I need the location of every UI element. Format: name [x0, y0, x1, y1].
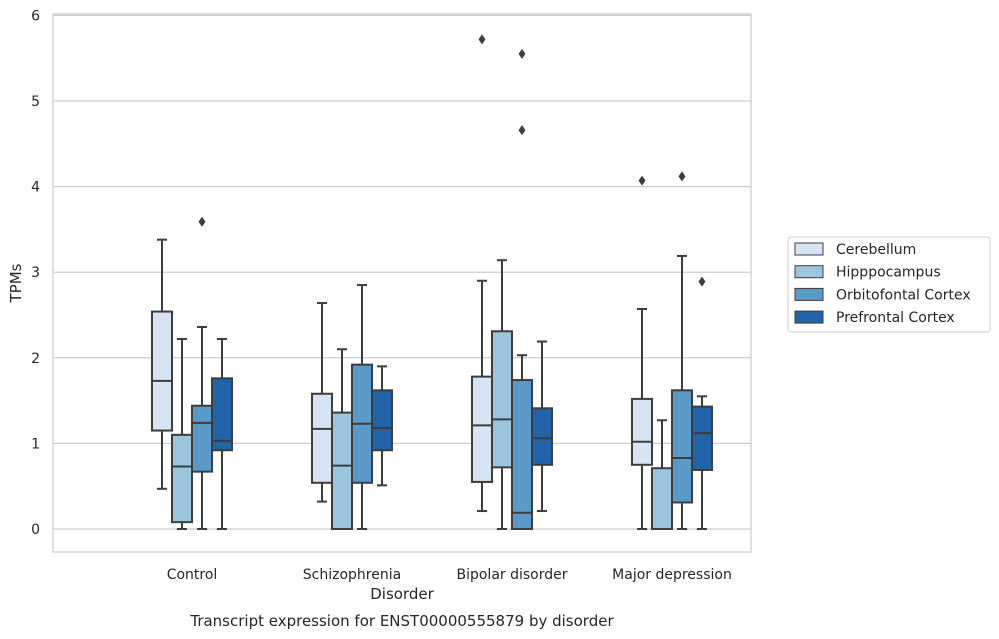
y-tick-label-2: 2: [31, 351, 40, 367]
box-body: [491, 330, 513, 469]
box-body: [651, 467, 673, 530]
box-body: [151, 310, 173, 432]
box-3-0: [211, 337, 233, 530]
box-3-2: [531, 340, 553, 513]
legend-label-2: Orbitofontal Cortex: [836, 287, 971, 303]
box-0-1: [311, 302, 333, 503]
box-body: [691, 405, 713, 471]
y-tick-label-0: 0: [31, 522, 40, 538]
x-tick-label-1: Schizophrenia: [303, 567, 401, 583]
box-body: [631, 397, 653, 466]
box-2-2: [511, 48, 533, 530]
box-body: [511, 379, 533, 530]
y-tick-label-1: 1: [31, 436, 40, 452]
box-body: [311, 392, 333, 484]
legend-label-0: Cerebellum: [836, 242, 916, 258]
box-2-3: [671, 171, 693, 530]
chart-caption: Transcript expression for ENST0000055587…: [189, 612, 614, 630]
box-body: [191, 404, 213, 473]
legend: Cerebellum Hipppocampus Orbitofontal Corte…: [787, 236, 991, 333]
legend-swatch-0: [794, 242, 824, 256]
x-tick-label-0: Control: [167, 567, 218, 583]
plot-frame: [52, 13, 752, 553]
box-body: [171, 433, 193, 524]
box-body: [331, 411, 353, 531]
outlier-marker-0: [518, 125, 526, 136]
y-tick-labels: 0 1 2 3 4 5 6: [31, 8, 40, 538]
outlier-marker-0: [678, 171, 686, 182]
x-tick-labels: Control Schizophrenia Bipolar disorder Majo…: [167, 567, 732, 583]
y-axis-label: TPMs: [7, 263, 25, 303]
legend-label-3: Prefrontal Cortex: [836, 310, 955, 326]
y-tick-label-3: 3: [31, 265, 40, 281]
x-tick-label-2: Bipolar disorder: [456, 567, 567, 583]
legend-swatch-3: [794, 310, 824, 324]
box-2-1: [351, 284, 373, 530]
y-tick-label-6: 6: [31, 8, 40, 24]
outlier-marker-0: [198, 216, 206, 227]
box-body: [671, 389, 693, 504]
legend-frame: [787, 236, 991, 333]
outlier-marker-0: [478, 34, 486, 45]
legend-swatch-2: [794, 287, 824, 301]
legend-swatch-1: [794, 265, 824, 279]
box-body: [471, 375, 493, 483]
box-1-0: [171, 337, 193, 530]
box-3-3: [691, 276, 713, 530]
boxes: [151, 34, 713, 531]
outlier-marker-0: [698, 276, 706, 287]
outlier-marker-0: [638, 175, 646, 186]
box-body: [211, 377, 233, 452]
box-0-0: [151, 238, 173, 490]
plot-background: [53, 14, 751, 552]
x-axis-label: Disorder: [370, 585, 434, 603]
legend-label-1: Hipppocampus: [836, 265, 941, 281]
outlier-marker-1: [518, 48, 526, 59]
y-tick-label-4: 4: [31, 180, 40, 196]
box-body: [531, 407, 553, 466]
x-tick-label-3: Major depression: [612, 567, 732, 583]
box-body: [371, 389, 393, 452]
box-3-1: [371, 365, 393, 487]
y-tick-label-5: 5: [31, 94, 40, 110]
box-0-3: [631, 175, 653, 530]
box-1-3: [651, 419, 673, 530]
